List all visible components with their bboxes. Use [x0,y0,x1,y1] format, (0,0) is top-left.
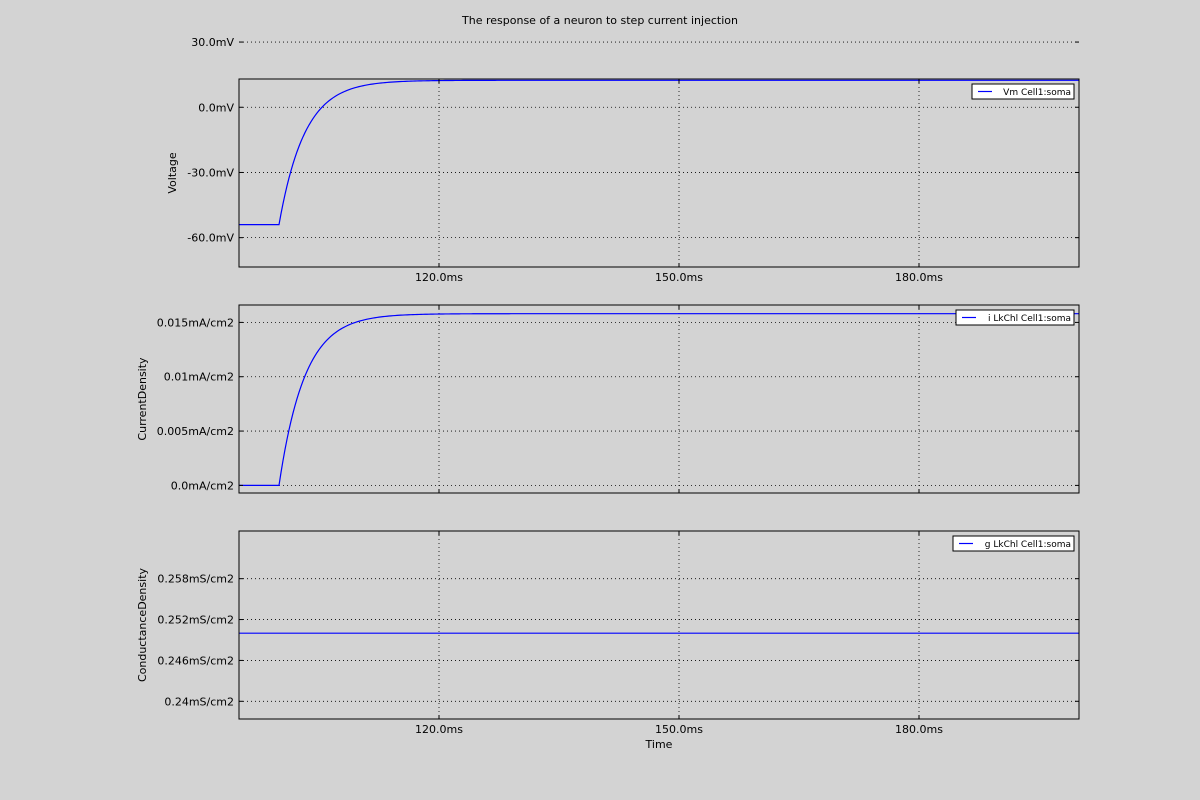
series-line-1-1 [239,79,1079,226]
y-tick-label: 0.258mS/cm2 [157,573,234,586]
y-tick-label: 0.24mS/cm2 [164,695,234,708]
x-tick-label: 150.0ms [655,271,703,284]
figure-title: The response of a neuron to step current… [461,14,738,27]
legend-box [971,83,1075,100]
x-tick-label: 150.0ms [655,723,703,736]
legend-box [952,535,1075,552]
y-tick-label: 0.005mA/cm2 [157,425,234,438]
subplots: 120.0ms 150.0ms 180.0ms -60.0mV -30.0mV 0.0mV… [136,36,1080,736]
y-tick-label: 0.015mA/cm2 [157,316,234,329]
subplot-3: 120.0ms 150.0ms 180.0ms 0.24mS/cm2 0.246mS/c… [136,530,1080,736]
y-tick-label: -60.0mV [187,232,234,245]
y-tick-label: 0.0mA/cm2 [171,479,234,492]
legend-label: Vm Cell1:soma [1003,88,1071,98]
x-tick-label: 120.0ms [415,271,463,284]
series-line-2-1 [239,313,1079,486]
axes-frame [238,530,1080,720]
y-tick-label: -30.0mV [187,166,234,179]
y-tick-label: 0.246mS/cm2 [157,654,234,667]
x-tick-label: 180.0ms [895,723,943,736]
legend: g LkChl Cell1:soma [952,535,1075,552]
legend-label: g LkChl Cell1:soma [985,540,1071,550]
legend-box [955,309,1075,326]
legend-label: i LkChl Cell1:soma [988,314,1071,324]
x-tick-label: 120.0ms [415,723,463,736]
y-tick-label: 0.252mS/cm2 [157,614,234,627]
axes-frame [238,304,1080,494]
y-axis-label: CurrentDensity [136,357,149,441]
subplot-2: 0.0mA/cm2 0.005mA/cm2 0.01mA/cm2 0.015mA/cm… [136,304,1080,494]
legend: Vm Cell1:soma [971,83,1075,100]
y-axis-label: Voltage [166,152,179,193]
x-axis-label: Time [645,738,673,751]
legend: i LkChl Cell1:soma [955,309,1075,326]
subplot-1: 120.0ms 150.0ms 180.0ms -60.0mV -30.0mV 0.0mV… [166,36,1080,284]
y-tick-label: 0.0mV [198,101,234,114]
y-tick-label: 0.01mA/cm2 [164,371,234,384]
x-tick-label: 180.0ms [895,271,943,284]
axes-frame [238,78,1080,268]
y-axis-label: ConductanceDensity [136,567,149,682]
y-tick-label: 30.0mV [191,36,234,49]
